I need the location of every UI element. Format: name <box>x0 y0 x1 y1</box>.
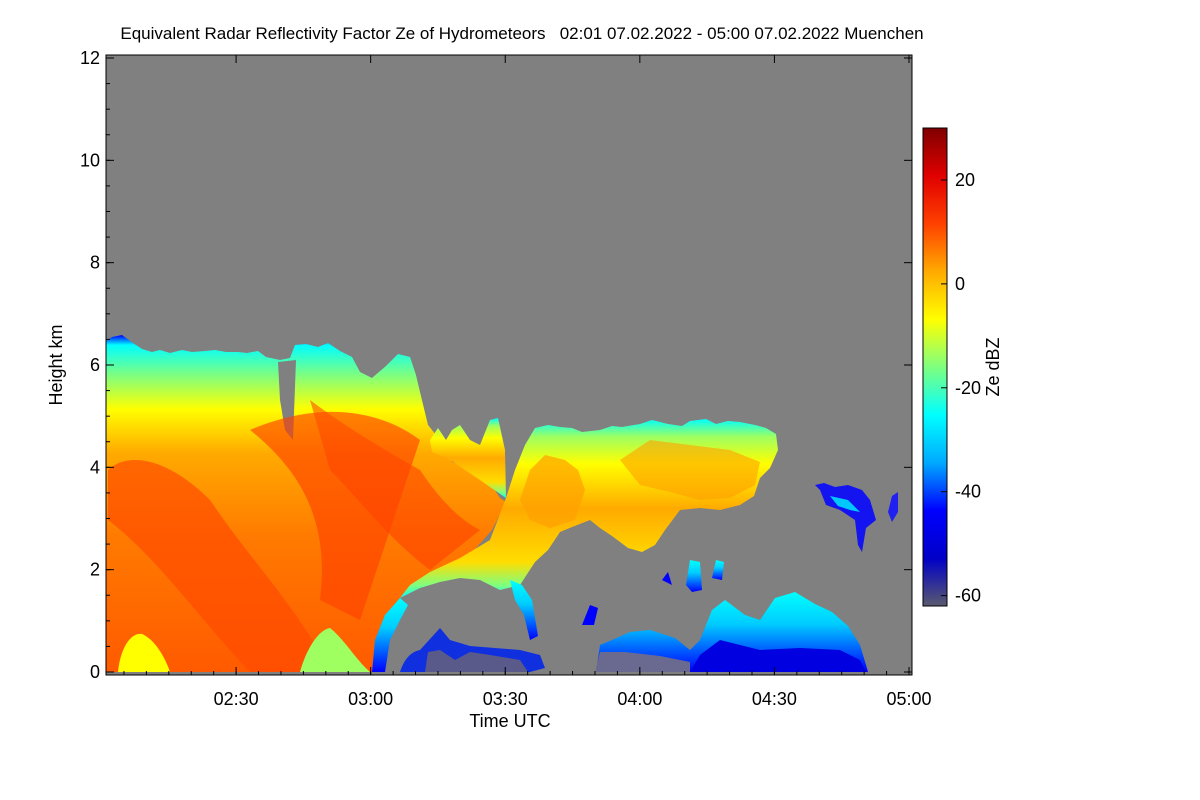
y-tick-label: 12 <box>80 48 100 68</box>
y-tick-label: 0 <box>90 662 100 682</box>
colorbar-ticks: 20 0 -20 -40 -60 <box>941 170 981 606</box>
y-tick-label: 2 <box>90 560 100 580</box>
x-tick-label: 04:00 <box>617 689 662 709</box>
echo-yellow-patch <box>118 633 170 672</box>
colorbar: 20 0 -20 -40 -60 Ze dBZ <box>922 127 1003 607</box>
colorbar-tick-label: -60 <box>955 586 981 606</box>
colorbar-tick-label: -20 <box>955 378 981 398</box>
x-axis: 02:30 03:00 03:30 04:00 04:30 05:00 <box>123 55 932 709</box>
chart-title: Equivalent Radar Reflectivity Factor Ze … <box>120 24 923 43</box>
y-tick-label: 4 <box>90 457 100 477</box>
echo-ice-cloud-core <box>830 496 860 512</box>
echo-tower-0315 <box>430 418 506 498</box>
low-echo-speck-0405 <box>686 560 702 592</box>
colorbar-tick-label: 20 <box>955 170 975 190</box>
low-level-echoes <box>372 560 868 672</box>
x-axis-label: Time UTC <box>469 711 550 731</box>
x-tick-label: 04:30 <box>752 689 797 709</box>
y-axis-label: Height km <box>46 324 66 405</box>
colorbar-tick-label: 0 <box>955 274 965 294</box>
low-echo-cluster-purple <box>596 652 690 672</box>
low-echo-drip-0330 <box>510 580 538 640</box>
low-echo-purple <box>425 650 528 672</box>
echo-ice-cloud-east <box>888 492 898 522</box>
x-tick-label: 05:00 <box>886 689 931 709</box>
low-echo-speck-0342 <box>582 605 598 625</box>
echo-layer <box>106 335 898 672</box>
colorbar-tick-label: -40 <box>955 482 981 502</box>
colorbar-fill <box>922 127 948 607</box>
echo-mid-orange-core-2 <box>620 440 760 500</box>
x-tick-label: 02:30 <box>214 689 259 709</box>
echo-mid-orange-core <box>520 455 585 528</box>
x-tick-label: 03:00 <box>348 689 393 709</box>
x-tick-label: 03:30 <box>483 689 528 709</box>
echo-region-ice-cloud <box>815 483 876 552</box>
echo-core-streaks <box>108 400 480 672</box>
echo-green-patch <box>300 628 370 672</box>
low-echo-speck-0353 <box>662 572 672 585</box>
y-tick-label: 8 <box>90 253 100 273</box>
low-echo-cluster-core <box>690 640 866 672</box>
y-tick-label: 10 <box>80 150 100 170</box>
colorbar-label: Ze dBZ <box>983 337 1003 396</box>
y-tick-label: 6 <box>90 355 100 375</box>
y-axis: 0 2 4 6 8 10 12 <box>80 48 912 682</box>
low-echo-edge <box>372 598 408 672</box>
low-echo-speck-0415 <box>712 560 724 580</box>
